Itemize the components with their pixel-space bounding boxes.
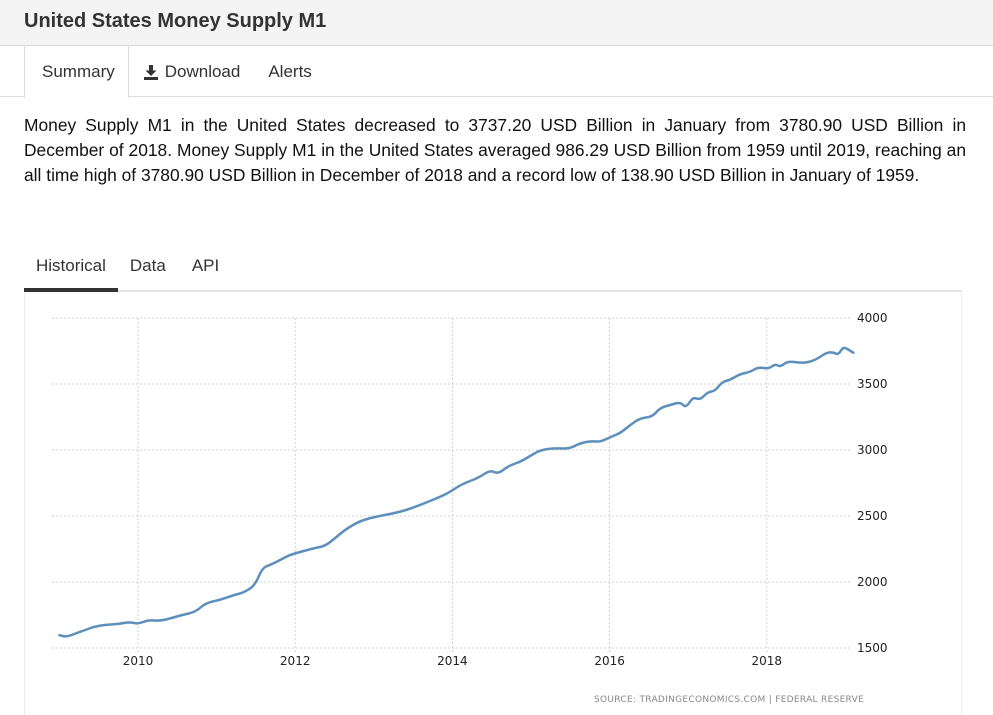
- x-tick-label: 2016: [594, 654, 625, 668]
- x-axis-ticks: 2010 2012 2014 2016 2018: [123, 654, 782, 668]
- chart-container: [24, 292, 962, 715]
- y-axis-ticks: 4000 3500 3000 2500 2000 1500: [857, 311, 888, 655]
- chart-source: SOURCE: TRADINGECONOMICS.COM | FEDERAL R…: [594, 695, 864, 705]
- tab-historical[interactable]: Historical: [24, 248, 118, 292]
- tab-data-label: Data: [129, 256, 166, 275]
- x-tick-label: 2018: [752, 654, 783, 668]
- page-title: United States Money Supply M1: [24, 10, 327, 32]
- tab-api[interactable]: API: [180, 248, 233, 292]
- series-line-money-supply-m1: [58, 346, 855, 638]
- tab-historical-label: Historical: [36, 256, 106, 275]
- x-tick-label: 2014: [437, 654, 468, 668]
- y-tick-label: 3500: [857, 377, 888, 391]
- tab-alerts[interactable]: Alerts: [254, 46, 325, 97]
- summary-text: Money Supply M1 in the United States dec…: [24, 115, 966, 185]
- y-tick-label: 2000: [857, 575, 888, 589]
- download-icon: [143, 64, 158, 80]
- grid-layer: [52, 317, 850, 652]
- tab-alerts-label: Alerts: [268, 61, 312, 81]
- tab-api-label: API: [191, 256, 220, 275]
- tab-summary[interactable]: Summary: [24, 46, 129, 98]
- tab-data[interactable]: Data: [118, 248, 180, 292]
- tab-download-label: Download: [164, 61, 241, 81]
- x-tick-label: 2012: [280, 654, 311, 668]
- tab-download[interactable]: Download: [129, 46, 255, 97]
- y-tick-label: 3000: [857, 443, 888, 457]
- top-tabs: Summary Download Alerts: [0, 46, 993, 98]
- tab-summary-label: Summary: [42, 62, 115, 81]
- y-tick-label: 1500: [857, 641, 888, 655]
- series-layer: [58, 346, 855, 638]
- page-header: United States Money Supply M1: [0, 0, 993, 46]
- chart-tabs: Historical Data API: [24, 248, 962, 292]
- y-tick-label: 2500: [857, 509, 888, 523]
- x-tick-label: 2010: [123, 654, 154, 668]
- y-tick-label: 4000: [857, 311, 888, 325]
